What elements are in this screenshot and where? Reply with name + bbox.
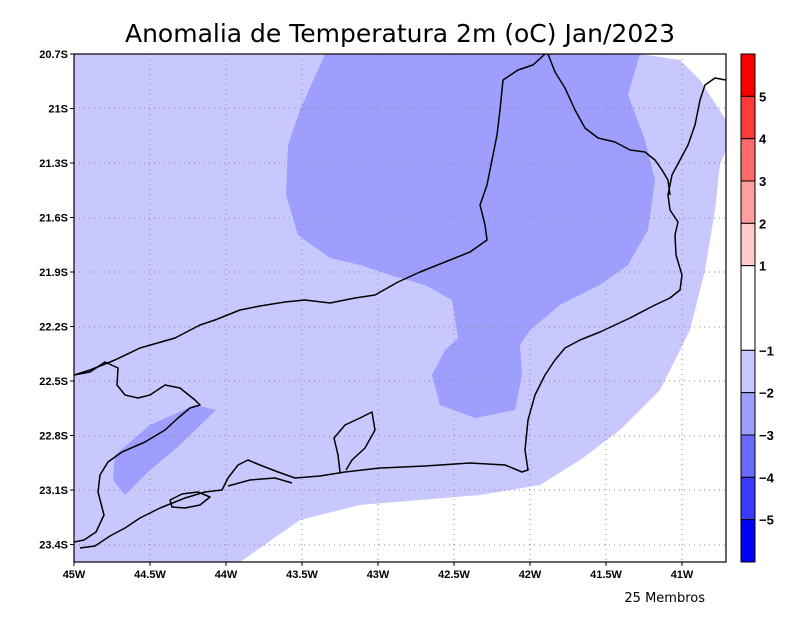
lon-tick-label: 45W [63, 569, 86, 581]
colorbar-bin [740, 95, 756, 140]
lat-tick-label: 23.4S [39, 540, 68, 552]
state-border-west [74, 361, 201, 543]
colorbar-label: 4 [759, 132, 767, 147]
map-area [74, 54, 726, 562]
colorbar-bin [740, 476, 756, 521]
colorbar-label: −1 [759, 343, 774, 358]
lon-tick-label: 44W [215, 569, 238, 581]
lat-tick-label: 22.8S [39, 431, 68, 443]
lat-tick-label: 21.9S [39, 267, 68, 279]
state-border-east [547, 54, 671, 196]
colorbar-label: 3 [759, 174, 766, 189]
colorbar-bin [740, 349, 756, 394]
latitude-tick-labels: 20.7S 21S 21.3S 21.6S 21.9S 22.2S 22.5S 22.8S 23… [39, 49, 74, 552]
colorbar-bin [740, 392, 756, 436]
lat-tick-label: 21.6S [39, 213, 68, 225]
lat-tick-label: 23.1S [39, 485, 68, 497]
colorbar-bin [740, 180, 756, 224]
neutral-anomaly-region-northeast [640, 54, 726, 120]
colorbar-label: −5 [759, 513, 774, 528]
colorbar-label: −4 [759, 470, 775, 485]
lon-tick-label: 44.5W [134, 569, 166, 581]
lon-tick-label: 42.5W [438, 569, 470, 581]
map-frame [73, 53, 727, 563]
lat-tick-label: 21.3S [39, 158, 68, 170]
colorbar-label: 5 [759, 89, 766, 104]
moderate-anomaly-region-west [113, 405, 216, 495]
lat-tick-label: 20.7S [39, 49, 68, 61]
colorbar-bin [740, 138, 756, 182]
colorbar-bin [740, 434, 756, 478]
lat-tick-label: 22.2S [39, 322, 68, 334]
ensemble-members-note: 25 Membros [624, 591, 705, 606]
colorbar-label: −2 [759, 386, 774, 401]
colorbar-label: 1 [759, 259, 766, 274]
colorbar-bin [740, 265, 756, 351]
colorbar-label: −3 [759, 428, 774, 443]
lon-tick-label: 41W [671, 569, 694, 581]
colorbar: 5 4 3 2 1 −1 −2 −3 −4 −5 [740, 53, 775, 563]
colorbar-bin [740, 53, 756, 97]
longitude-tick-labels: 45W 44.5W 44W 43.5W 43W 42.5W 42W 41.5W 41W [63, 562, 694, 581]
map-title: Anomalia de Temperatura 2m (oC) Jan/2023 [125, 19, 675, 48]
neutral-anomaly-region-south [240, 150, 726, 562]
colorbar-label: 2 [759, 216, 766, 231]
colorbar-bin [740, 519, 756, 563]
state-border-north [74, 54, 546, 376]
ilha-grande [169, 491, 211, 509]
lat-tick-label: 22.5S [39, 376, 68, 388]
coastline [79, 77, 726, 549]
grid-lines [74, 54, 726, 562]
lon-tick-label: 43.5W [286, 569, 318, 581]
lat-tick-label: 21S [48, 104, 68, 116]
lon-tick-label: 42W [519, 569, 542, 581]
lon-tick-label: 43W [367, 569, 390, 581]
lon-tick-label: 41.5W [590, 569, 622, 581]
boundary-lines [74, 54, 726, 549]
guanabara-bay [333, 411, 376, 473]
restinga-marambaia [227, 477, 293, 487]
colorbar-bin [740, 222, 756, 267]
